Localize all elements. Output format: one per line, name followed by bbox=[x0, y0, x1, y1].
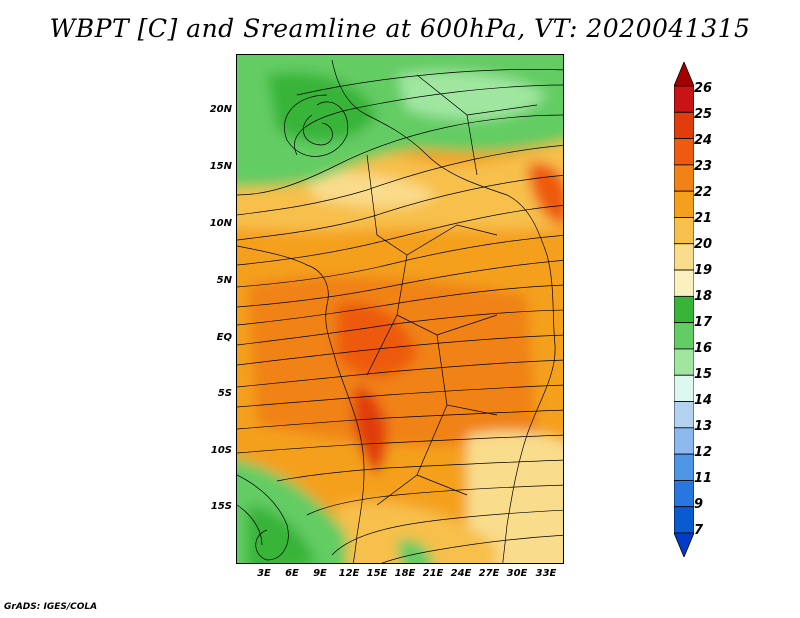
colorbar-label-19: 19 bbox=[694, 263, 713, 278]
lat-label-20n: 20N bbox=[209, 104, 232, 115]
colorbar-cell bbox=[674, 374, 694, 402]
lat-label-5s: 5S bbox=[217, 388, 232, 399]
lat-label-10n: 10N bbox=[209, 218, 232, 229]
lon-label-27e: 27E bbox=[478, 568, 500, 579]
colorbar-label-12: 12 bbox=[694, 445, 713, 460]
map-svg bbox=[237, 55, 563, 563]
colorbar-cell bbox=[674, 217, 694, 245]
colorbar-cell bbox=[674, 190, 694, 218]
colorbar-bottom-arrow bbox=[674, 532, 694, 557]
lon-label-15e: 15E bbox=[366, 568, 388, 579]
coastlines bbox=[237, 59, 556, 563]
lat-label-eq: EQ bbox=[216, 332, 232, 343]
lat-label-15s: 15S bbox=[210, 501, 232, 512]
colorbar-cell bbox=[674, 427, 694, 455]
lon-label-6e: 6E bbox=[285, 568, 299, 579]
colorbar-cell bbox=[674, 401, 694, 429]
colorbar-label-25: 25 bbox=[694, 107, 713, 122]
colorbar-label-13: 13 bbox=[694, 419, 713, 434]
colorbar-cell bbox=[674, 85, 694, 113]
colorbar-label-11: 11 bbox=[694, 471, 713, 486]
colorbar-label-14: 14 bbox=[694, 393, 713, 408]
colorbar-cell bbox=[674, 295, 694, 324]
lon-label-9e: 9E bbox=[313, 568, 327, 579]
lat-label-10s: 10S bbox=[210, 445, 232, 456]
colorbar-cell bbox=[674, 243, 694, 271]
colorbar-cell bbox=[674, 506, 694, 534]
colorbar-cell bbox=[674, 480, 694, 508]
footer-credit: GrADS: IGES/COLA bbox=[4, 602, 98, 612]
lon-label-24e: 24E bbox=[450, 568, 472, 579]
colorbar-cell bbox=[674, 348, 694, 376]
lat-label-15n: 15N bbox=[209, 161, 232, 172]
chart-title: WBPT [C] and Sreamline at 600hPa, VT: 20… bbox=[49, 14, 751, 43]
colorbar-label-21: 21 bbox=[694, 211, 713, 226]
colorbar-label-23: 23 bbox=[694, 159, 713, 174]
colorbar-label-9: 9 bbox=[694, 497, 704, 512]
colorbar-cell bbox=[674, 111, 694, 139]
colorbar-cell bbox=[674, 138, 694, 166]
colorbar-label-18: 18 bbox=[694, 289, 713, 304]
lon-label-21e: 21E bbox=[422, 568, 444, 579]
colorbar-cell bbox=[674, 322, 694, 350]
lon-label-33e: 33E bbox=[535, 568, 557, 579]
colorbar-label-20: 20 bbox=[694, 237, 713, 252]
colorbar-label-26: 26 bbox=[694, 81, 713, 96]
map-panel bbox=[236, 54, 564, 564]
colorbar-label-7: 7 bbox=[694, 523, 704, 538]
colorbar-label-16: 16 bbox=[694, 341, 713, 356]
colorbar-label-22: 22 bbox=[694, 185, 713, 200]
colorbar-cell bbox=[674, 453, 694, 481]
colorbar-cell bbox=[674, 164, 694, 192]
colorbar-label-24: 24 bbox=[694, 133, 713, 148]
colorbar-label-15: 15 bbox=[694, 367, 713, 382]
colorbar bbox=[674, 62, 694, 557]
lat-label-5n: 5N bbox=[216, 275, 232, 286]
streamlines bbox=[237, 69, 563, 563]
lon-label-3e: 3E bbox=[257, 568, 271, 579]
lon-label-30e: 30E bbox=[506, 568, 528, 579]
colorbar-label-17: 17 bbox=[694, 315, 713, 330]
colorbar-top-arrow bbox=[674, 62, 694, 87]
lon-label-18e: 18E bbox=[394, 568, 416, 579]
colorbar-cell bbox=[674, 269, 694, 297]
lon-label-12e: 12E bbox=[338, 568, 360, 579]
